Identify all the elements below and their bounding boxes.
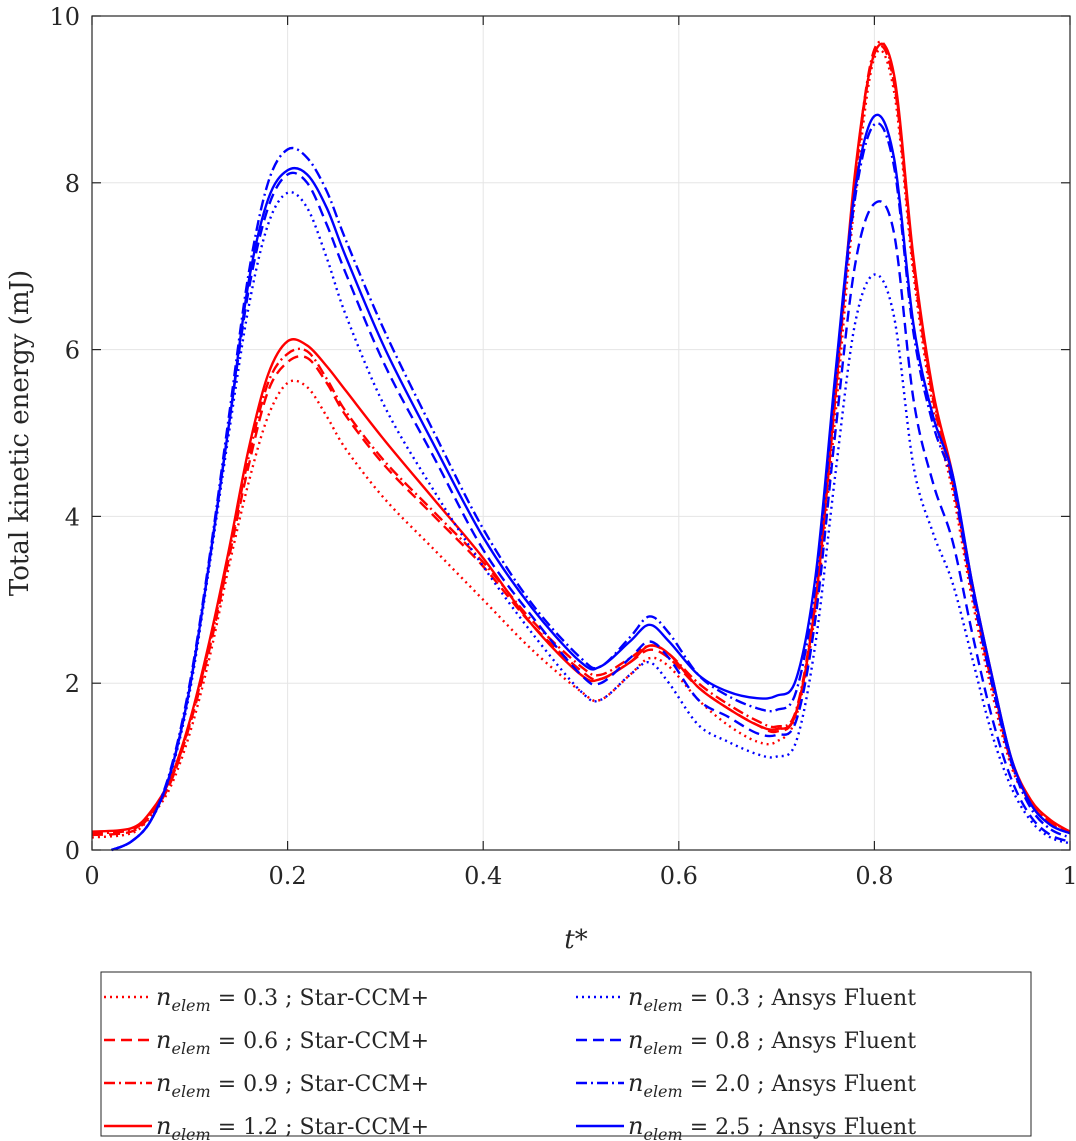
x-tick-label: 1 bbox=[1062, 862, 1076, 890]
y-tick-label: 0 bbox=[65, 837, 80, 865]
legend-rest: = 1.2 ; Star-CCM+ bbox=[211, 1115, 429, 1140]
legend-subscript: elem bbox=[171, 1082, 210, 1101]
legend-rest: = 0.9 ; Star-CCM+ bbox=[211, 1072, 429, 1097]
legend-subscript: elem bbox=[643, 1125, 682, 1141]
legend-label-1: nelem = 0.3 ; Star-CCM+ bbox=[156, 983, 429, 1015]
x-tick-label: 0.8 bbox=[855, 862, 893, 890]
series-line-8 bbox=[111, 113, 1071, 852]
legend-symbol: n bbox=[628, 1112, 643, 1140]
y-tick-label: 2 bbox=[65, 670, 80, 698]
legend-subscript: elem bbox=[171, 996, 210, 1015]
legend-label-2: nelem = 0.6 ; Star-CCM+ bbox=[156, 1026, 429, 1058]
legend-label-5: nelem = 0.3 ; Ansys Fluent bbox=[628, 983, 916, 1015]
legend-symbol: n bbox=[628, 983, 643, 1011]
series-lines bbox=[91, 40, 1071, 852]
y-tick-label: 4 bbox=[65, 503, 80, 531]
y-tick-label: 8 bbox=[65, 170, 80, 198]
x-tick-label: 0.6 bbox=[660, 862, 698, 890]
legend-label-3: nelem = 0.9 ; Star-CCM+ bbox=[156, 1069, 429, 1101]
legend-rest: = 0.3 ; Star-CCM+ bbox=[211, 986, 429, 1011]
x-axis-title: t* bbox=[564, 925, 587, 955]
y-axis-title: Total kinetic energy (mJ) bbox=[5, 270, 35, 596]
legend-subscript: elem bbox=[171, 1039, 210, 1058]
legend-rest: = 0.8 ; Ansys Fluent bbox=[683, 1029, 917, 1054]
legend-symbol: n bbox=[628, 1026, 643, 1054]
legend-symbol: n bbox=[156, 983, 171, 1011]
legend-rest: = 0.3 ; Ansys Fluent bbox=[683, 986, 917, 1011]
legend-subscript: elem bbox=[171, 1125, 210, 1141]
legend-label-4: nelem = 1.2 ; Star-CCM+ bbox=[156, 1112, 429, 1141]
legend-symbol: n bbox=[156, 1026, 171, 1054]
series-line-4 bbox=[91, 42, 1071, 833]
legend-rest: = 2.5 ; Ansys Fluent bbox=[683, 1115, 917, 1140]
legend-label-6: nelem = 0.8 ; Ansys Fluent bbox=[628, 1026, 916, 1058]
x-tick-label: 0 bbox=[84, 862, 99, 890]
legend-subscript: elem bbox=[643, 1082, 682, 1101]
legend-symbol: n bbox=[628, 1069, 643, 1097]
legend-rest: = 0.6 ; Star-CCM+ bbox=[211, 1029, 429, 1054]
legend-rest: = 2.0 ; Ansys Fluent bbox=[683, 1072, 917, 1097]
legend-label-7: nelem = 2.0 ; Ansys Fluent bbox=[628, 1069, 916, 1101]
y-tick-label: 10 bbox=[49, 3, 80, 31]
y-tick-label: 6 bbox=[65, 337, 80, 365]
x-tick-label: 0.2 bbox=[269, 862, 307, 890]
axis-ticks bbox=[91, 15, 1071, 851]
series-line-1 bbox=[91, 49, 1071, 839]
legend-subscript: elem bbox=[643, 996, 682, 1015]
legend: nelem = 0.3 ; Star-CCM+nelem = 0.6 ; Sta… bbox=[100, 971, 1032, 1141]
plot-area-frame bbox=[91, 15, 1071, 851]
legend-label-8: nelem = 2.5 ; Ansys Fluent bbox=[628, 1112, 916, 1141]
x-tick-label: 0.4 bbox=[464, 862, 502, 890]
legend-symbol: n bbox=[156, 1112, 171, 1140]
series-line-5 bbox=[111, 191, 1071, 852]
legend-subscript: elem bbox=[643, 1039, 682, 1058]
legend-symbol: n bbox=[156, 1069, 171, 1097]
legend-box bbox=[100, 971, 1032, 1137]
